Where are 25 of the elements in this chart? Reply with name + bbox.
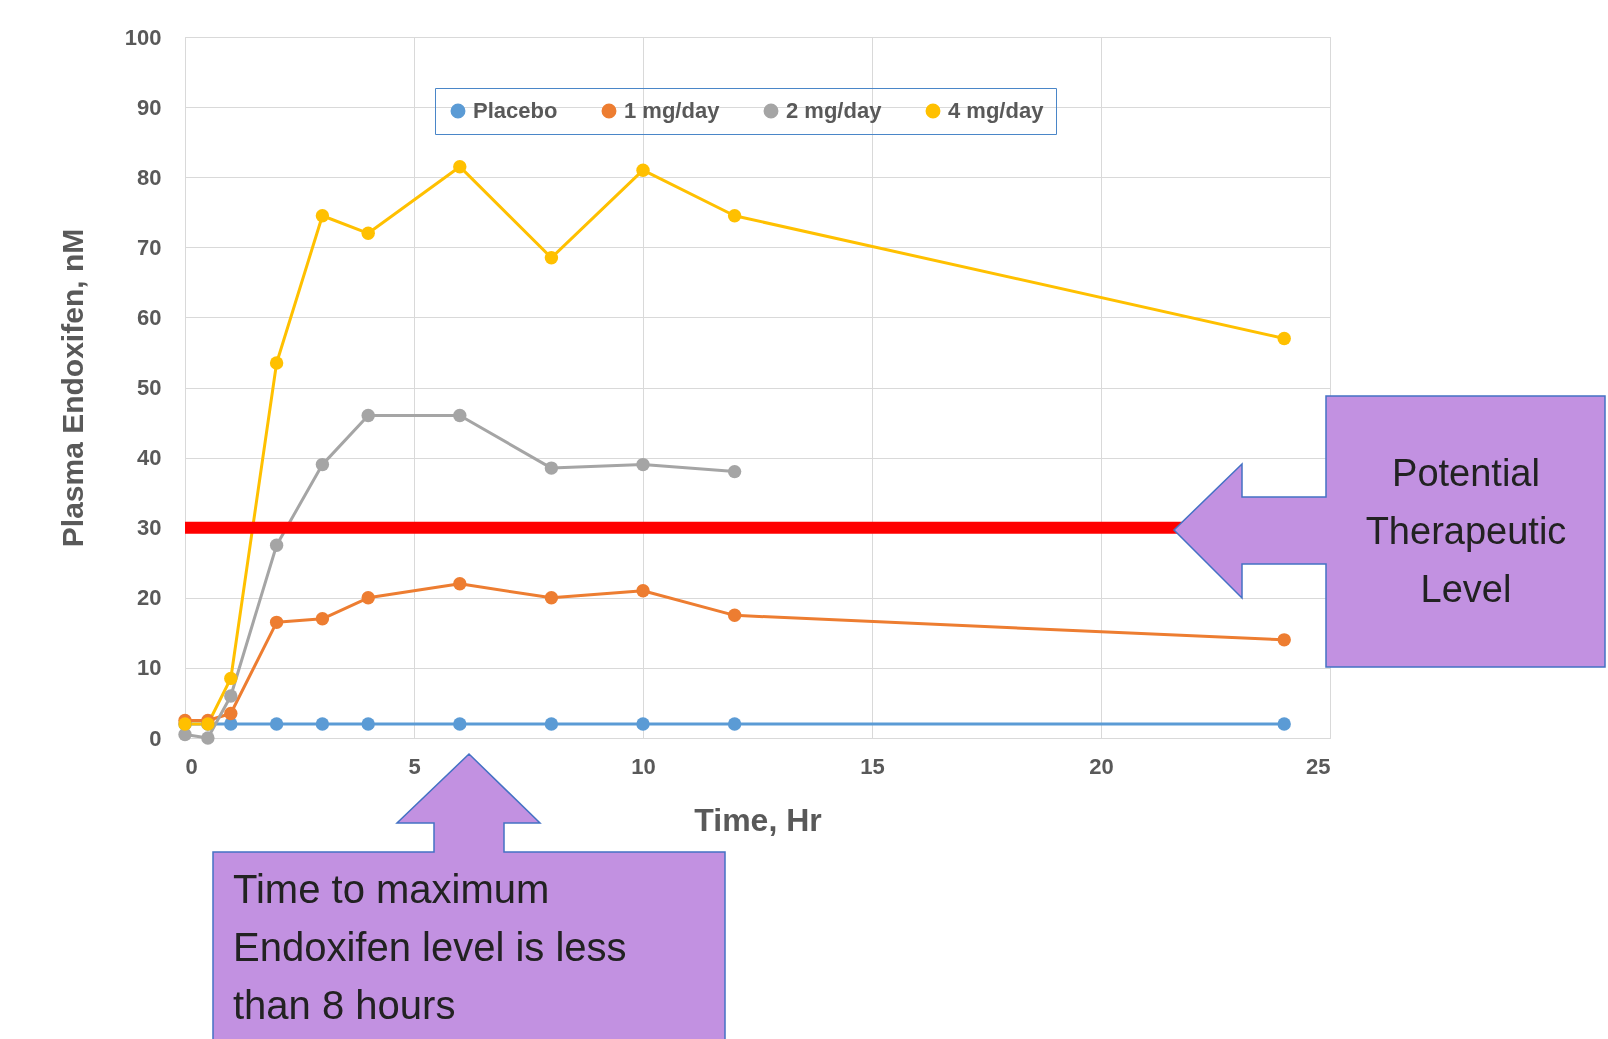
y-tick-label: 20	[137, 585, 162, 611]
legend-label: Placebo	[473, 98, 558, 123]
text: Potential Therapeutic Level	[1364, 451, 1568, 612]
y-tick-label: 90	[137, 94, 162, 120]
x-tick-label: 0	[185, 753, 198, 779]
x-tick-label: 5	[408, 753, 421, 779]
y-tick-label: 50	[137, 375, 162, 400]
y-tick-label: 100	[124, 24, 162, 50]
y-tick-label: 0	[149, 725, 162, 751]
x-tick-label: 20	[1089, 753, 1114, 779]
x-tick-label: 25	[1306, 753, 1331, 779]
y-tick-label: 60	[137, 304, 162, 330]
x-axis-title: Time, Hr	[694, 801, 822, 838]
legend-label: 1 mg/day	[624, 98, 721, 123]
y-tick-label: 10	[137, 655, 162, 681]
y-tick-label: 80	[137, 164, 162, 190]
y-tick-label: 30	[137, 515, 162, 541]
x-tick-label: 10	[631, 753, 656, 779]
text: Time to maximum Endoxifen level is less than 8 hours	[233, 866, 628, 1029]
y-tick-label: 70	[137, 234, 162, 260]
x-tick-label: 15	[860, 753, 885, 779]
y-tick-label: 40	[137, 445, 162, 471]
legend-label: 2 mg/day	[786, 98, 883, 123]
y-axis-title: Plasma Endoxifen, nM	[55, 228, 89, 548]
legend-label: 4 mg/day	[948, 98, 1045, 123]
